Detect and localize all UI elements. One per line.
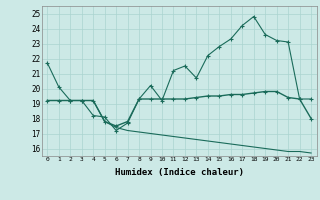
X-axis label: Humidex (Indice chaleur): Humidex (Indice chaleur): [115, 168, 244, 177]
